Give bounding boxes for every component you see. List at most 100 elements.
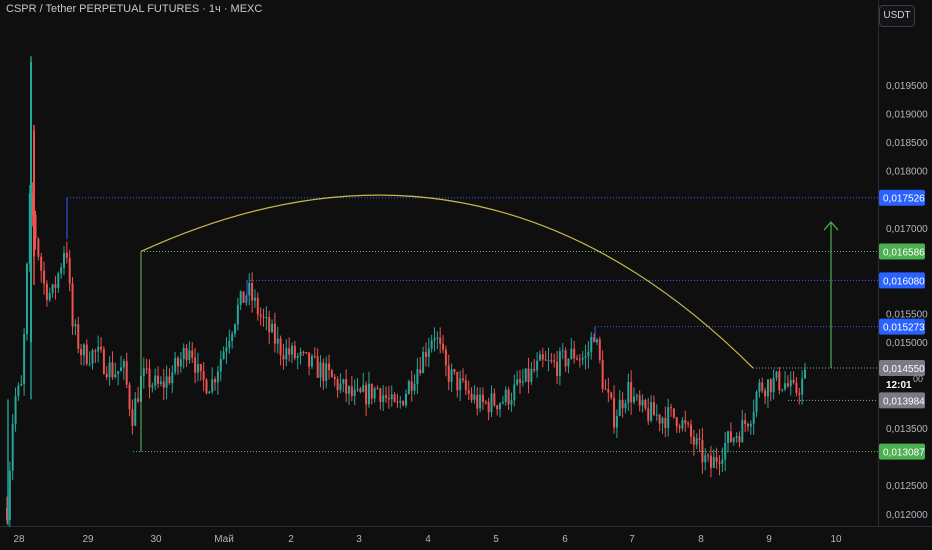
candle-body bbox=[310, 356, 313, 367]
candle-body bbox=[168, 376, 171, 384]
candle-body bbox=[721, 459, 724, 464]
candle-body bbox=[692, 436, 695, 445]
candle-body bbox=[678, 426, 681, 429]
x-tick-label: 6 bbox=[562, 534, 568, 545]
candle-body bbox=[208, 391, 211, 394]
candle-body bbox=[154, 375, 157, 386]
candle-body bbox=[34, 215, 37, 239]
candle-body bbox=[43, 270, 46, 284]
candle-body bbox=[296, 355, 299, 358]
candle-body bbox=[635, 395, 638, 397]
candle-body bbox=[65, 252, 68, 258]
candle-body bbox=[330, 370, 333, 377]
candle-body bbox=[63, 252, 65, 268]
candle-body bbox=[593, 337, 596, 343]
candle-body bbox=[148, 368, 151, 388]
candle-body bbox=[177, 357, 179, 367]
candle-body bbox=[262, 316, 265, 318]
candle-body bbox=[23, 333, 26, 385]
candle-body bbox=[125, 361, 128, 385]
price-label: 0,013087 bbox=[883, 448, 925, 459]
candle-body bbox=[698, 438, 701, 441]
candle-body bbox=[664, 418, 667, 429]
candle-body bbox=[268, 316, 271, 333]
candle-body bbox=[712, 457, 715, 468]
candle-body bbox=[285, 348, 288, 360]
candle-body bbox=[424, 352, 427, 358]
candle-body bbox=[117, 371, 120, 374]
candle-body bbox=[94, 350, 97, 352]
candle-body bbox=[553, 360, 556, 362]
candle-body bbox=[91, 350, 94, 364]
candle-body bbox=[470, 393, 473, 400]
candle-body bbox=[157, 375, 160, 384]
candle-body bbox=[108, 362, 111, 378]
candle-body bbox=[613, 397, 616, 428]
candle-body bbox=[120, 367, 122, 372]
symbol-title: CSPR / Tether PERPETUAL FUTURES · 1ч · M… bbox=[6, 3, 263, 15]
candle-body bbox=[459, 378, 462, 391]
x-tick-label: 5 bbox=[493, 534, 499, 545]
candle-body bbox=[17, 385, 20, 397]
candle-body bbox=[402, 400, 405, 406]
candle-body bbox=[74, 324, 77, 327]
candle-body bbox=[530, 368, 533, 382]
candle-body bbox=[687, 423, 690, 425]
candle-body bbox=[564, 350, 567, 367]
x-tick-label: 29 bbox=[82, 534, 94, 545]
currency-button[interactable]: USDT bbox=[879, 5, 915, 27]
price-axis: 0,019500 0,019000 0,018500 0,018000 0,017000… bbox=[886, 81, 928, 521]
y-tick-label: 0,019500 bbox=[886, 81, 928, 92]
candle-body bbox=[28, 193, 31, 264]
candle-body bbox=[362, 384, 365, 392]
candle-body bbox=[68, 257, 71, 284]
candle-body bbox=[775, 371, 778, 378]
candle-body bbox=[316, 356, 319, 378]
candle-body bbox=[453, 369, 456, 372]
candle-body bbox=[40, 256, 43, 271]
candle-body bbox=[348, 386, 350, 394]
candle-body bbox=[305, 352, 308, 354]
candle-body bbox=[345, 379, 348, 394]
x-tick-label: 4 bbox=[425, 534, 431, 545]
candle-body bbox=[587, 351, 590, 357]
candle-body bbox=[422, 352, 425, 374]
candle-body bbox=[342, 379, 345, 384]
candle-body bbox=[82, 344, 85, 356]
candle-body bbox=[382, 395, 385, 402]
candle-body bbox=[684, 420, 687, 424]
candle-body bbox=[638, 395, 641, 406]
candle-body bbox=[182, 348, 185, 360]
candle-body bbox=[137, 398, 140, 402]
candle-body bbox=[205, 379, 208, 394]
candle-body bbox=[672, 408, 675, 418]
candle-body bbox=[288, 348, 291, 355]
candle-body bbox=[624, 403, 627, 409]
candle-body bbox=[325, 363, 328, 381]
time-axis: 28 29 30 Май 2 3 4 5 6 7 8 9 10 bbox=[13, 534, 842, 545]
candle-body bbox=[54, 284, 57, 288]
candle-body bbox=[601, 359, 604, 389]
candle-body bbox=[396, 401, 399, 403]
candle-body bbox=[273, 323, 276, 344]
candle-body bbox=[430, 340, 433, 349]
candle-body bbox=[510, 400, 513, 405]
price-label-box bbox=[879, 359, 925, 376]
candle-body bbox=[789, 379, 792, 387]
candle-body bbox=[365, 384, 368, 405]
candle-body bbox=[476, 394, 479, 409]
candle-body bbox=[105, 373, 108, 378]
candle-body bbox=[732, 437, 735, 442]
candle-body bbox=[493, 393, 496, 406]
candle-body bbox=[641, 399, 644, 406]
x-tick-label: 8 bbox=[698, 534, 704, 545]
candle-body bbox=[556, 361, 559, 376]
candle-body bbox=[271, 323, 274, 333]
candle-body bbox=[80, 348, 83, 356]
candle-body bbox=[350, 386, 353, 396]
candle-body bbox=[248, 283, 251, 296]
candle-body bbox=[405, 393, 407, 406]
candle-body bbox=[464, 380, 467, 391]
candle-body bbox=[607, 389, 610, 393]
